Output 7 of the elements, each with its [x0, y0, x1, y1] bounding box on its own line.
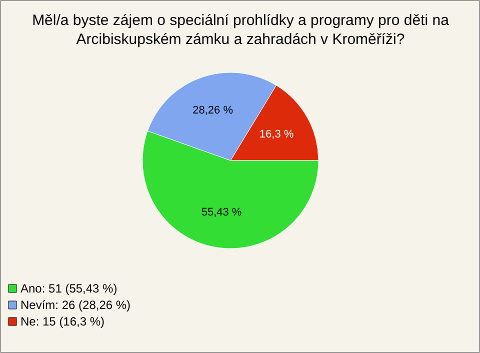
data-label: 55,43 %: [201, 206, 242, 219]
chart-title: Měl/a byste zájem o speciální prohlídky a programy pro děti na Arcibiskupském zámku a zahradách v Kroměříži?: [32, 12, 450, 48]
data-label: 16,3 %: [259, 128, 294, 141]
data-label: 28,26 %: [192, 104, 234, 117]
legend-label: Nevím: 26 (28,26 %): [20, 298, 131, 312]
legend-label: Ano: 51 (55,43 %): [20, 282, 118, 296]
legend-label: Ne: 15 (16,3 %): [20, 314, 105, 328]
